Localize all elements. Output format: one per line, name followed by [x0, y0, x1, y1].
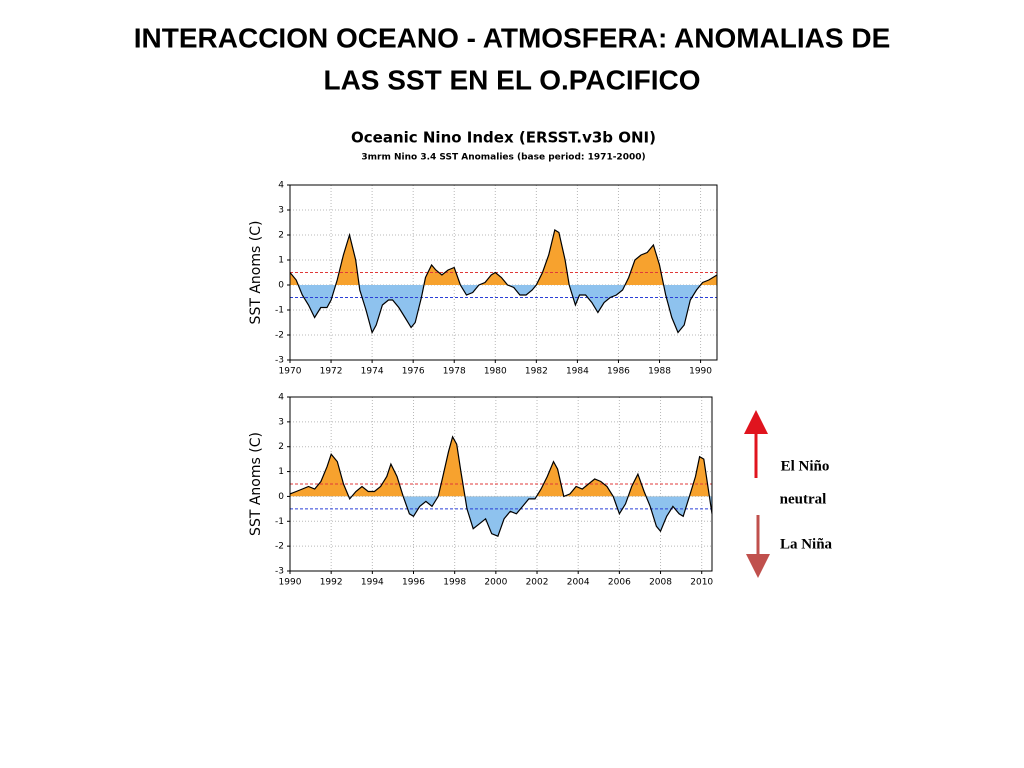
y-axis-label: SST Anoms (C)	[248, 221, 264, 325]
y-tick-label: -3	[275, 356, 284, 366]
x-tick-label: 1978	[443, 367, 466, 377]
x-tick-label: 2006	[608, 578, 631, 588]
y-tick-label: 1	[278, 467, 284, 477]
x-tick-label: 1974	[361, 367, 384, 377]
x-tick-label: 1970	[279, 367, 302, 377]
x-tick-label: 2000	[484, 578, 507, 588]
y-tick-label: -1	[275, 306, 284, 316]
x-tick-label: 2008	[649, 578, 672, 588]
y-tick-label: -2	[275, 542, 284, 552]
slide-title: INTERACCION OCEANO - ATMOSFERA: ANOMALIA…	[134, 22, 891, 53]
x-tick-label: 1980	[484, 367, 507, 377]
negative-area	[348, 496, 712, 537]
x-tick-label: 1982	[525, 367, 548, 377]
plot-frame	[289, 184, 718, 361]
y-tick-label: 2	[278, 231, 284, 241]
y-tick-label: 2	[278, 442, 284, 452]
y-tick-label: 4	[278, 393, 284, 403]
y-tick-label: -1	[275, 517, 284, 527]
x-tick-label: 1972	[320, 367, 343, 377]
x-tick-label: 1994	[361, 578, 384, 588]
x-tick-label: 1984	[566, 367, 589, 377]
el-nino-label: El Niño	[781, 458, 830, 474]
x-tick-label: 1976	[402, 367, 425, 377]
x-tick-label: 1990	[279, 578, 302, 588]
chart-title: Oceanic Nino Index (ERSST.v3b ONI)	[351, 129, 656, 147]
x-tick-label: 1998	[443, 578, 466, 588]
y-tick-label: 0	[278, 492, 284, 502]
neutral-label: neutral	[780, 491, 827, 507]
positive-area	[290, 436, 712, 497]
x-tick-label: 1992	[320, 578, 343, 588]
y-axis-label: SST Anoms (C)	[248, 432, 264, 536]
x-tick-label: 2010	[690, 578, 713, 588]
y-tick-label: 3	[278, 417, 284, 427]
anomaly-line	[289, 229, 718, 335]
x-tick-label: 1988	[648, 367, 671, 377]
y-tick-label: 0	[278, 281, 284, 291]
la-nina-label: La Niña	[780, 536, 833, 552]
y-tick-label: -3	[275, 567, 284, 577]
y-tick-label: 3	[278, 206, 284, 216]
chart: SST Anoms (C) -3 -2 -1 0 1 2 3 4 1990 1992 1994 1996…	[248, 393, 713, 588]
y-tick-label: 1	[278, 256, 284, 266]
x-tick-label: 1986	[607, 367, 630, 377]
x-tick-label: 2002	[526, 578, 549, 588]
plot-frame	[289, 396, 713, 572]
chart-subtitle: 3mrm Nino 3.4 SST Anomalies (base period…	[361, 153, 645, 163]
x-tick-label: 1996	[402, 578, 425, 588]
slide-title: LAS SST EN EL O.PACIFICO	[323, 64, 700, 95]
anomaly-line	[289, 435, 713, 537]
x-tick-label: 1990	[689, 367, 712, 377]
x-tick-label: 2004	[567, 578, 590, 588]
y-tick-label: 4	[278, 181, 284, 191]
y-tick-label: -2	[275, 331, 284, 341]
chart: Oceanic Nino Index (ERSST.v3b ONI) 3mrm N…	[248, 129, 718, 377]
